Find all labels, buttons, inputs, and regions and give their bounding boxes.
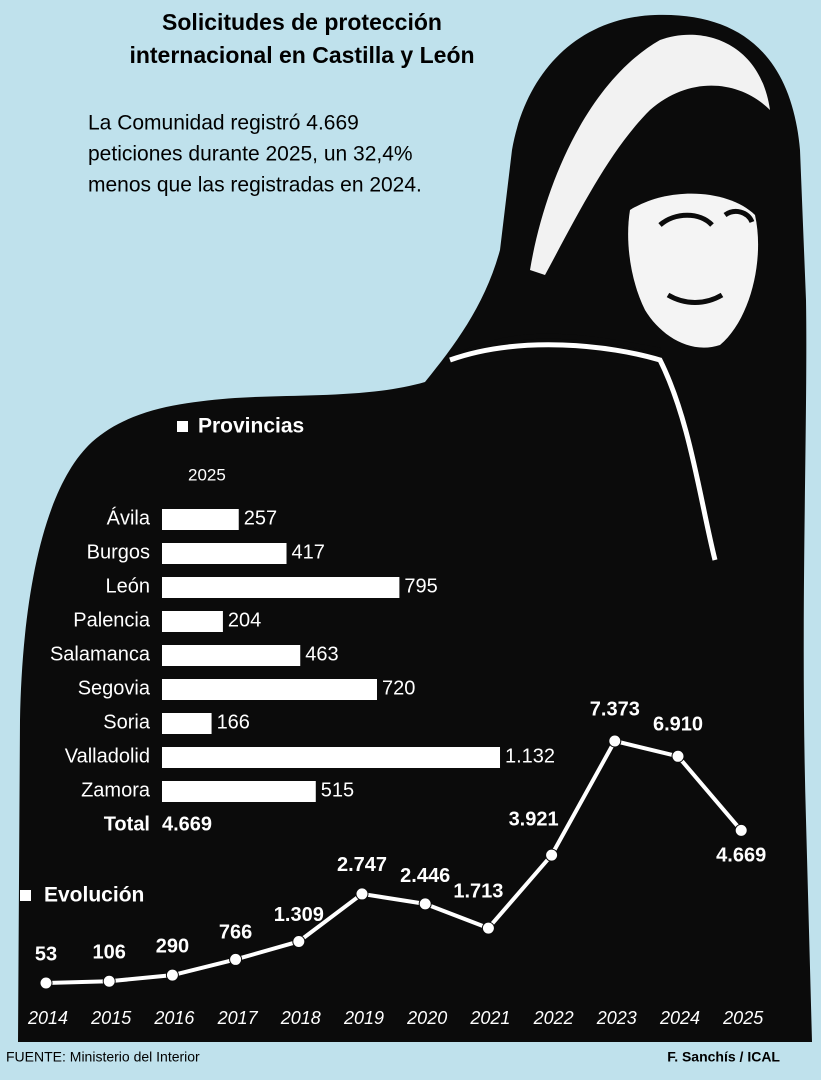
value-label: 720 [382, 677, 415, 699]
bar [162, 645, 301, 666]
bar [162, 713, 212, 734]
bar [162, 543, 287, 564]
x-tick-label: 2023 [596, 1008, 637, 1028]
face [628, 193, 759, 348]
point [545, 848, 559, 862]
point [481, 921, 495, 935]
x-tick-label: 2018 [280, 1008, 321, 1028]
x-tick-label: 2022 [533, 1008, 574, 1028]
point [39, 976, 53, 990]
title: Solicitudes de protección [162, 9, 442, 35]
bar [162, 679, 377, 700]
value-label: 166 [217, 711, 250, 733]
x-tick-label: 2016 [153, 1008, 195, 1028]
category-label: Burgos [87, 541, 150, 563]
value-label: 6.910 [653, 714, 703, 736]
value-label: 7.373 [590, 698, 640, 720]
value-label: 1.309 [274, 904, 324, 926]
bar-chart-subtitle: 2025 [188, 465, 226, 484]
value-label: 1.132 [505, 745, 555, 767]
bar [162, 509, 239, 530]
value-label: 463 [305, 643, 338, 665]
hood-highlight [530, 34, 770, 275]
bar-chart-title: Provincias [198, 415, 304, 438]
section-bullet [20, 890, 31, 901]
category-label: Ávila [107, 506, 151, 529]
value-label: 106 [93, 942, 126, 964]
point [355, 887, 369, 901]
x-tick-label: 2021 [469, 1008, 510, 1028]
value-label: 2.747 [337, 854, 387, 876]
category-label: Valladolid [65, 745, 150, 767]
point [734, 823, 748, 837]
total-label: Total [104, 813, 150, 835]
point [102, 974, 116, 988]
title: internacional en Castilla y León [129, 42, 474, 68]
point [418, 897, 432, 911]
description: peticiones durante 2025, un 32,4% [88, 143, 413, 166]
category-label: León [106, 575, 151, 597]
category-label: Zamora [81, 779, 151, 801]
point [671, 749, 685, 763]
line-chart-title: Evolución [44, 884, 144, 907]
category-label: Segovia [78, 677, 151, 699]
value-label: 417 [292, 541, 325, 563]
value-label: 515 [321, 779, 354, 801]
x-tick-label: 2017 [217, 1008, 259, 1028]
category-label: Soria [103, 711, 151, 733]
value-label: 766 [219, 922, 252, 944]
point [229, 952, 243, 966]
bar [162, 611, 223, 632]
x-tick-label: 2019 [343, 1008, 384, 1028]
x-tick-label: 2025 [722, 1008, 764, 1028]
value-label: 53 [35, 943, 57, 965]
value-label: 1.713 [453, 880, 503, 902]
category-label: Salamanca [50, 643, 151, 665]
x-tick-label: 2020 [406, 1008, 447, 1028]
value-label: 795 [404, 575, 437, 597]
section-bullet [177, 421, 188, 432]
bar [162, 747, 501, 768]
value-label: 2.446 [400, 865, 450, 887]
face-shadow [448, 209, 755, 363]
line [45, 739, 743, 985]
point [292, 934, 306, 948]
description: La Comunidad registró 4.669 [88, 112, 359, 135]
value-label: 257 [244, 507, 277, 529]
value-label: 3.921 [509, 808, 559, 830]
bar [162, 781, 316, 802]
x-tick-label: 2014 [27, 1008, 68, 1028]
bar [162, 577, 400, 598]
value-label: 4.669 [716, 845, 766, 867]
x-tick-label: 2024 [659, 1008, 700, 1028]
category-label: Palencia [73, 609, 151, 631]
source: FUENTE: Ministerio del Interior [6, 1049, 200, 1065]
total-value: 4.669 [162, 813, 212, 835]
value-label: 290 [156, 935, 189, 957]
shoulder-line [449, 342, 718, 561]
point [165, 968, 179, 982]
description: menos que las registradas en 2024. [88, 174, 422, 197]
credit: F. Sanchís / ICAL [667, 1049, 780, 1065]
value-label: 204 [228, 609, 261, 631]
x-tick-label: 2015 [90, 1008, 132, 1028]
point [608, 734, 622, 748]
